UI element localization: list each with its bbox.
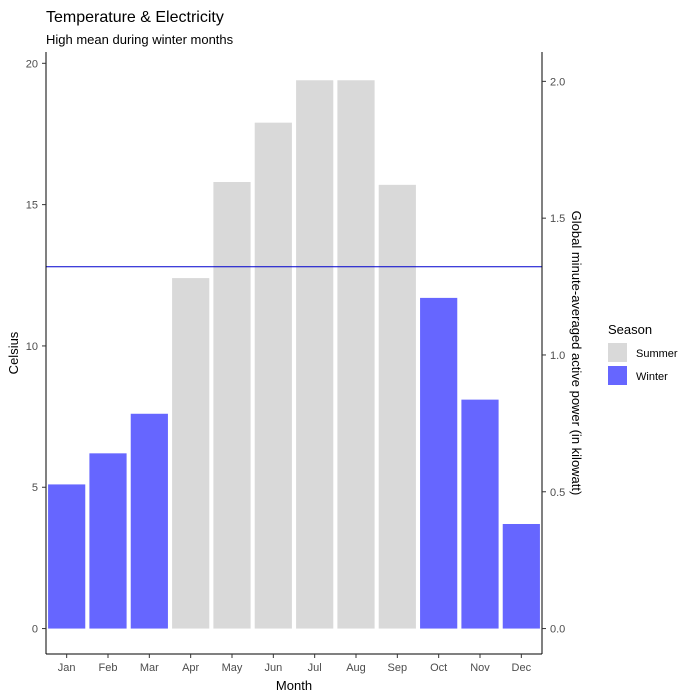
y2-tick-label: 2.0	[550, 76, 565, 88]
x-tick-label: Aug	[346, 662, 366, 674]
bar-oct	[420, 297, 458, 629]
x-axis-title: Month	[276, 678, 312, 693]
x-tick-label: Apr	[182, 662, 199, 674]
y-tick-label: 5	[32, 482, 38, 494]
x-tick-label: Jun	[264, 662, 282, 674]
y-tick-label: 0	[32, 624, 38, 636]
y2-tick-label: 0.0	[550, 624, 565, 636]
x-tick-label: May	[222, 662, 243, 674]
bar-may	[213, 182, 251, 629]
x-tick-label: Nov	[470, 662, 490, 674]
y2-tick-label: 1.0	[550, 350, 565, 362]
bar-jun	[254, 122, 292, 629]
y-tick-label: 20	[26, 58, 38, 70]
bar-apr	[172, 278, 210, 629]
y-tick-label: 10	[26, 341, 38, 353]
x-tick-label: Oct	[430, 662, 447, 674]
chart-subtitle: High mean during winter months	[46, 32, 234, 47]
bar-mar	[130, 413, 168, 629]
bar-jul	[296, 80, 334, 629]
x-tick-label: Feb	[99, 662, 118, 674]
bar-jan	[48, 484, 86, 629]
plot-area: 0 5 10 15 20 0.0 0.5 1.0 1.5 2.0 Jan Feb Mar Apr May Ju…	[6, 52, 584, 693]
legend-label-winter: Winter	[636, 371, 668, 383]
legend-key-summer	[608, 343, 627, 362]
legend-label-summer: Summer	[636, 348, 678, 360]
chart-title: Temperature & Electricity	[46, 9, 224, 26]
y-tick-label: 15	[26, 200, 38, 212]
bar-nov	[461, 399, 499, 629]
legend-key-winter	[608, 366, 627, 385]
legend-title: Season	[608, 322, 652, 337]
x-tick-label: Mar	[140, 662, 159, 674]
y2-tick-label: 0.5	[550, 487, 565, 499]
y-axis-title: Celsius	[6, 331, 21, 374]
legend: Season Summer Winter	[608, 322, 678, 385]
bar-feb	[89, 453, 127, 629]
bar-aug	[337, 80, 375, 629]
y2-tick-label: 1.5	[550, 213, 565, 225]
x-tick-label: Jul	[308, 662, 322, 674]
y2-axis-title: Global minute-averaged active power (in …	[569, 211, 584, 496]
bar-dec	[502, 523, 540, 629]
x-tick-label: Dec	[512, 662, 532, 674]
bar-sep	[378, 184, 416, 629]
x-tick-label: Jan	[58, 662, 76, 674]
x-tick-label: Sep	[388, 662, 408, 674]
